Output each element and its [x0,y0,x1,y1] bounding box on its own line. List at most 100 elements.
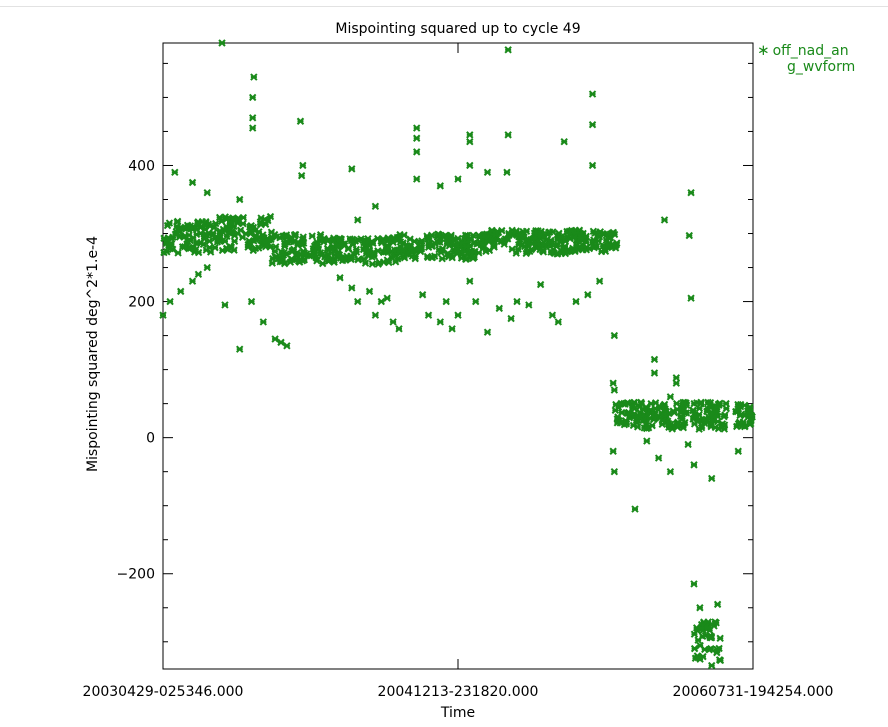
data-point [588,90,597,98]
data-point [503,235,512,243]
data-point [716,634,724,642]
data-point [166,297,174,306]
data-point [643,437,651,445]
data-point [466,137,474,146]
data-point [637,398,645,406]
data-point [293,241,302,249]
data-point [239,213,248,222]
data-point [505,229,513,238]
x-axis-label: Time [440,705,475,721]
x-axis-ticks: 20030429-025346.000 20041213-231820.000 20… [83,43,834,700]
data-point [611,244,620,252]
data-point [702,416,710,424]
data-point [262,242,270,251]
data-point [605,234,613,242]
data-point [650,369,659,377]
data-point [210,224,218,232]
data-point [383,294,391,302]
data-point [609,447,617,455]
data-point [713,403,721,411]
data-point [507,314,515,323]
data-point [503,168,511,176]
top-divider [0,6,888,7]
data-point [595,277,604,285]
data-point [336,274,344,282]
data-point [352,245,361,254]
data-point [248,93,257,102]
data-point [709,413,718,421]
data-point [658,420,666,428]
data-point [242,230,250,238]
y-axis-label: Mispointing squared deg^2*1.e-4 [85,236,101,472]
data-point [173,218,181,226]
data-point [522,227,531,236]
data-point [687,294,695,302]
data-point [662,407,671,416]
data-point [722,404,731,413]
data-point [272,233,281,241]
data-point [296,117,305,125]
data-point [621,400,629,408]
data-point [354,256,362,264]
data-point [682,409,691,417]
data-point [353,297,362,306]
data-point [412,134,421,142]
y-tick-label: 0 [146,431,155,447]
data-point [633,423,642,431]
data-point [438,246,447,255]
data-point [554,318,563,326]
data-point [550,249,559,258]
data-point [192,245,200,254]
data-point [271,335,279,343]
legend-label-line2: g_wvform [787,59,856,75]
data-point [348,165,356,173]
data-point [525,301,533,309]
data-point [299,161,307,170]
data-point [690,580,698,588]
data-point [199,240,208,249]
data-point [418,291,427,299]
data-point [738,422,747,430]
data-point [222,244,231,253]
data-point [219,225,228,234]
data-point [576,243,585,252]
data-point [704,398,712,407]
data-point [412,124,421,132]
data-point [623,409,632,418]
data-point [512,249,520,257]
data-point [348,284,356,292]
data-point [239,219,247,228]
data-point [412,148,421,156]
data-point [713,648,721,657]
data-point [660,216,669,224]
data-point [318,251,326,259]
x-tick-label: 20060731-194254.000 [673,684,834,700]
data-point [403,242,411,250]
data-point [650,355,659,364]
data-point [454,175,462,183]
data-point [592,242,601,251]
data-point [572,297,580,306]
data-point [397,243,405,251]
data-point [348,235,357,244]
data-point [610,386,619,394]
data-point [194,270,203,279]
data-point [666,467,675,476]
data-point [504,46,512,54]
data-point [193,238,201,247]
data-point [203,263,211,272]
y-tick-label: 400 [128,158,155,174]
data-point [280,240,289,248]
data-point [651,404,659,413]
data-point [425,234,434,242]
data-point [215,213,224,222]
data-point [365,246,374,254]
data-point [470,248,478,256]
data-point [698,632,707,641]
data-point [500,240,508,248]
data-point [690,461,698,469]
data-point [588,120,597,129]
data-point [324,257,332,265]
data-point [584,291,592,299]
